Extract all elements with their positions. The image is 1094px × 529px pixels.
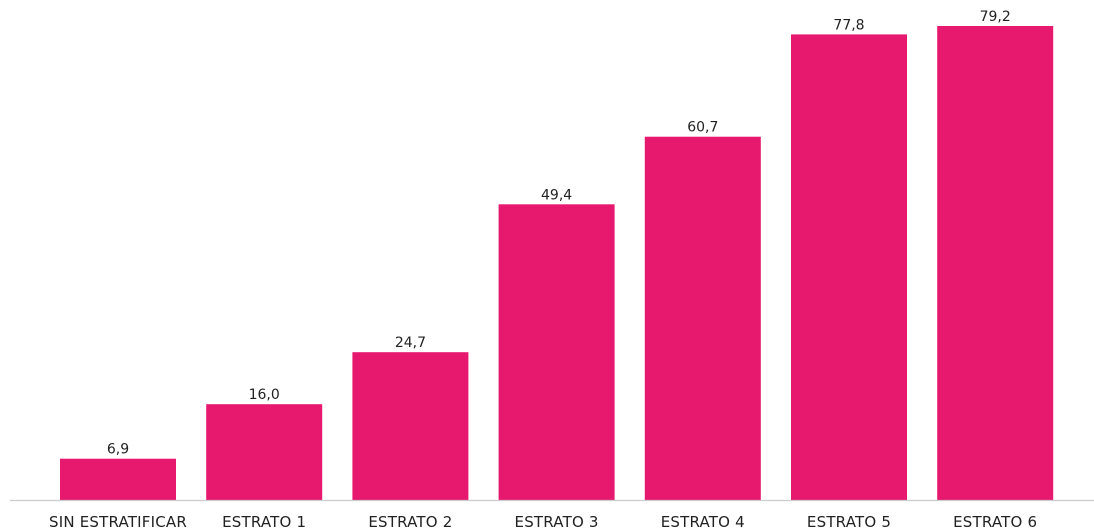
- x-tick-label: ESTRATO 4: [661, 513, 745, 529]
- bar-value-label: 16,0: [249, 387, 280, 403]
- bar-value-label: 77,8: [833, 17, 864, 33]
- x-tick-label: ESTRATO 3: [515, 513, 599, 529]
- x-tick-label: ESTRATO 6: [953, 513, 1037, 529]
- value-labels-group: 6,9 16,0 24,7 49,4 60,7 77,8 79,2: [107, 9, 1011, 458]
- bar: [937, 26, 1054, 500]
- bar: [498, 204, 615, 501]
- bar: [644, 136, 761, 500]
- x-tick-labels-group: SIN ESTRATIFICAR ESTRATO 1 ESTRATO 2 ESTRAT…: [49, 513, 1037, 529]
- bar-value-label: 24,7: [395, 335, 426, 351]
- bars-group: [60, 26, 1054, 501]
- x-tick-label: ESTRATO 2: [368, 513, 452, 529]
- x-tick-label: ESTRATO 5: [807, 513, 891, 529]
- bar-value-label: 6,9: [107, 442, 129, 458]
- bar-value-label: 49,4: [541, 187, 572, 203]
- x-tick-label: ESTRATO 1: [222, 513, 306, 529]
- bar: [352, 352, 469, 500]
- bar: [60, 458, 176, 500]
- bar: [206, 404, 323, 500]
- bar: [791, 34, 907, 501]
- bar-value-label: 60,7: [687, 120, 718, 136]
- x-tick-label: SIN ESTRATIFICAR: [49, 513, 187, 529]
- bar-value-label: 79,2: [980, 9, 1011, 25]
